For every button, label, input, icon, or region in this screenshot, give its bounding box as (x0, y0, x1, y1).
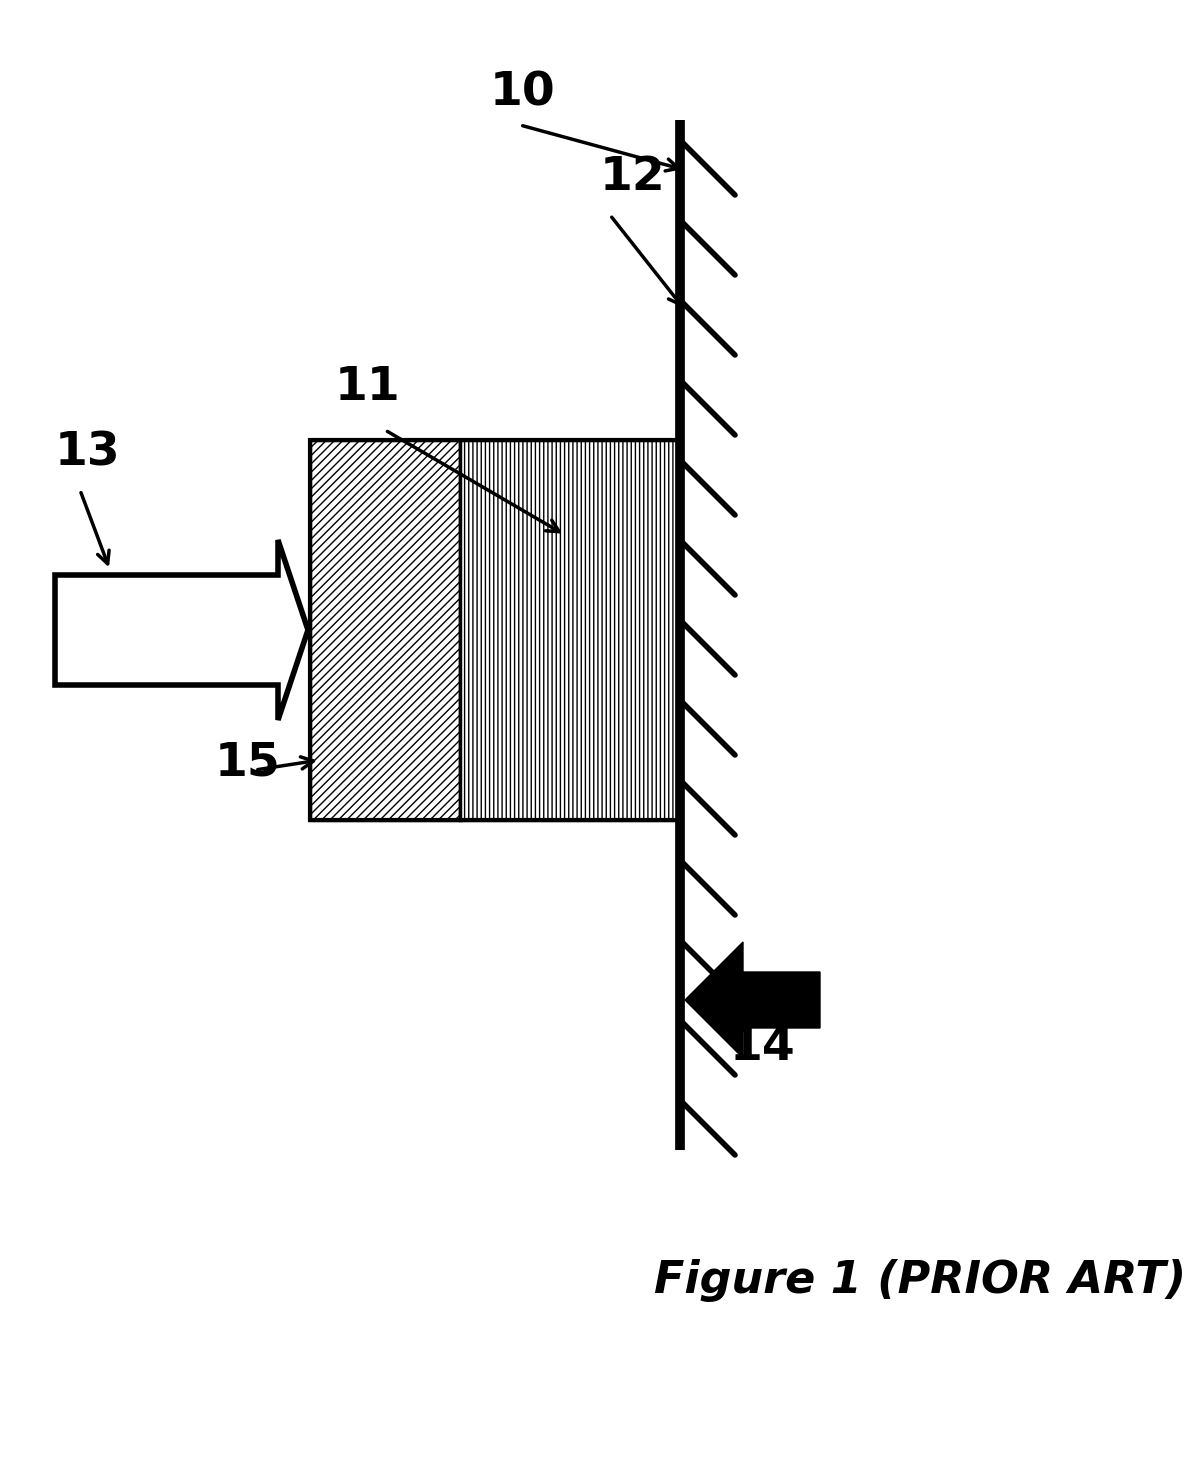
Text: 10: 10 (490, 70, 556, 115)
Text: 13: 13 (55, 430, 121, 475)
Text: 15: 15 (215, 740, 281, 785)
Text: 14: 14 (730, 1026, 796, 1069)
Bar (460, 440, 680, 820)
Polygon shape (55, 541, 308, 720)
Bar (311, 440, 460, 820)
Polygon shape (685, 943, 820, 1058)
Text: Figure 1 (PRIOR ART): Figure 1 (PRIOR ART) (653, 1259, 1186, 1301)
Text: 11: 11 (335, 366, 400, 409)
Bar (311, 440, 680, 820)
Text: 12: 12 (600, 154, 665, 200)
